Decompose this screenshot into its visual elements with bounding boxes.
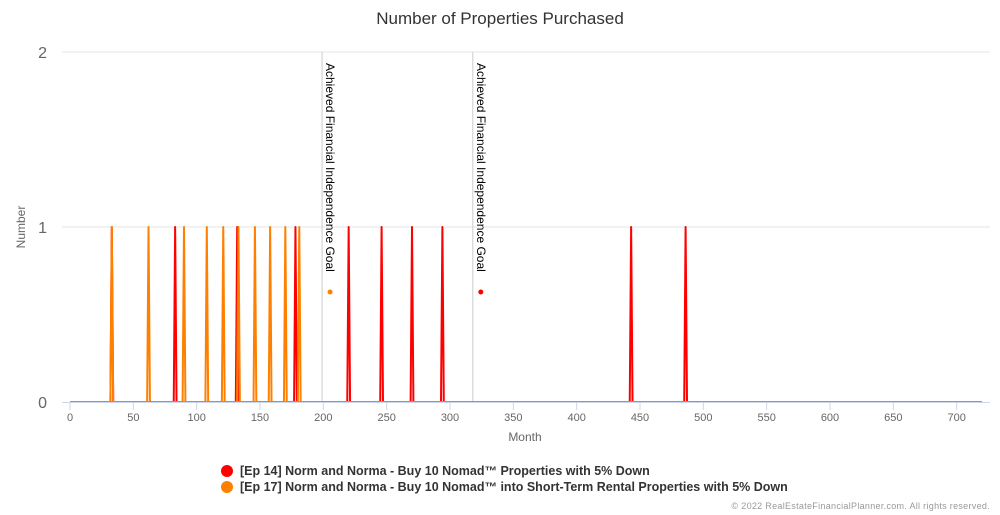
annotations: Achieved Financial Independence Goal Achi… — [321, 52, 488, 402]
gridlines — [62, 51, 990, 228]
purchase-spike-month-83 — [172, 226, 178, 403]
x-tick-label-300: 300 — [441, 412, 459, 424]
fi-goal-marker-1 — [327, 289, 333, 295]
purchase-spike-month-133 — [236, 226, 241, 403]
x-tick-label-150: 150 — [251, 412, 269, 424]
purchase-spike-month-294 — [440, 226, 445, 403]
y-tick-label-0: 0 — [38, 395, 47, 412]
fi-goal-marker-2 — [478, 289, 484, 295]
series-2 — [70, 226, 982, 403]
purchase-spike-month-108 — [204, 226, 210, 403]
y-tick-label-1: 1 — [38, 220, 47, 237]
purchase-spike-month-62 — [146, 226, 151, 403]
legend-marker-ep17 — [221, 481, 233, 493]
series-group — [70, 226, 982, 403]
purchase-spike-month-178 — [293, 226, 298, 403]
legend-label-ep17: [Ep 17] Norm and Norma - Buy 10 Nomad™ i… — [240, 480, 788, 494]
x-tick-label-350: 350 — [504, 412, 522, 424]
purchase-spike-month-121 — [220, 226, 226, 403]
x-tick-label-250: 250 — [377, 412, 395, 424]
legend-label-ep14: [Ep 14] Norm and Norma - Buy 10 Nomad™ P… — [240, 464, 650, 478]
purchase-spike-month-181 — [296, 226, 302, 403]
x-tick-label-450: 450 — [631, 412, 649, 424]
x-tick-label-200: 200 — [314, 412, 332, 424]
x-tick-label-600: 600 — [821, 412, 839, 424]
y-tick-label-2: 2 — [38, 45, 47, 62]
copyright-credit: © 2022 RealEstateFinancialPlanner.com. A… — [731, 501, 990, 511]
legend-marker-ep14 — [221, 465, 233, 477]
purchase-spike-month-486 — [683, 226, 688, 403]
x-tick-label-400: 400 — [567, 412, 585, 424]
x-tick-label-650: 650 — [884, 412, 902, 424]
x-tick-label-100: 100 — [187, 412, 205, 424]
purchase-spike-month-246 — [379, 226, 384, 403]
fi-goal-label-1: Achieved Financial Independence Goal — [323, 63, 337, 272]
purchase-spike-month-170 — [282, 226, 288, 403]
x-tick-label-500: 500 — [694, 412, 712, 424]
purchase-spike-month-220 — [346, 226, 352, 403]
x-tick-label-0: 0 — [67, 412, 73, 424]
x-tick-label-50: 50 — [127, 412, 139, 424]
legend-item-ep14[interactable]: [Ep 14] Norm and Norma - Buy 10 Nomad™ P… — [221, 463, 788, 479]
legend-item-ep17[interactable]: [Ep 17] Norm and Norma - Buy 10 Nomad™ i… — [221, 479, 788, 495]
purchase-spike-month-270 — [409, 226, 415, 403]
purchase-spike-month-33 — [109, 226, 115, 403]
fi-goal-label-2: Achieved Financial Independence Goal — [474, 63, 488, 272]
legend: [Ep 14] Norm and Norma - Buy 10 Nomad™ P… — [221, 463, 788, 495]
purchase-spike-month-158 — [267, 226, 273, 403]
x-tick-label-700: 700 — [947, 412, 965, 424]
chart-title: Number of Properties Purchased — [376, 9, 624, 28]
purchase-spike-month-90 — [181, 226, 187, 403]
x-axis-label: Month — [508, 430, 541, 444]
y-axis-label: Number — [14, 206, 28, 249]
axes: 0 1 2 0 50 100 150 200 250 300 350 400 450 500 550 600 6… — [38, 45, 990, 424]
purchase-spike-month-146 — [252, 226, 258, 403]
purchase-spike-month-443 — [628, 226, 634, 403]
x-tick-label-550: 550 — [757, 412, 775, 424]
